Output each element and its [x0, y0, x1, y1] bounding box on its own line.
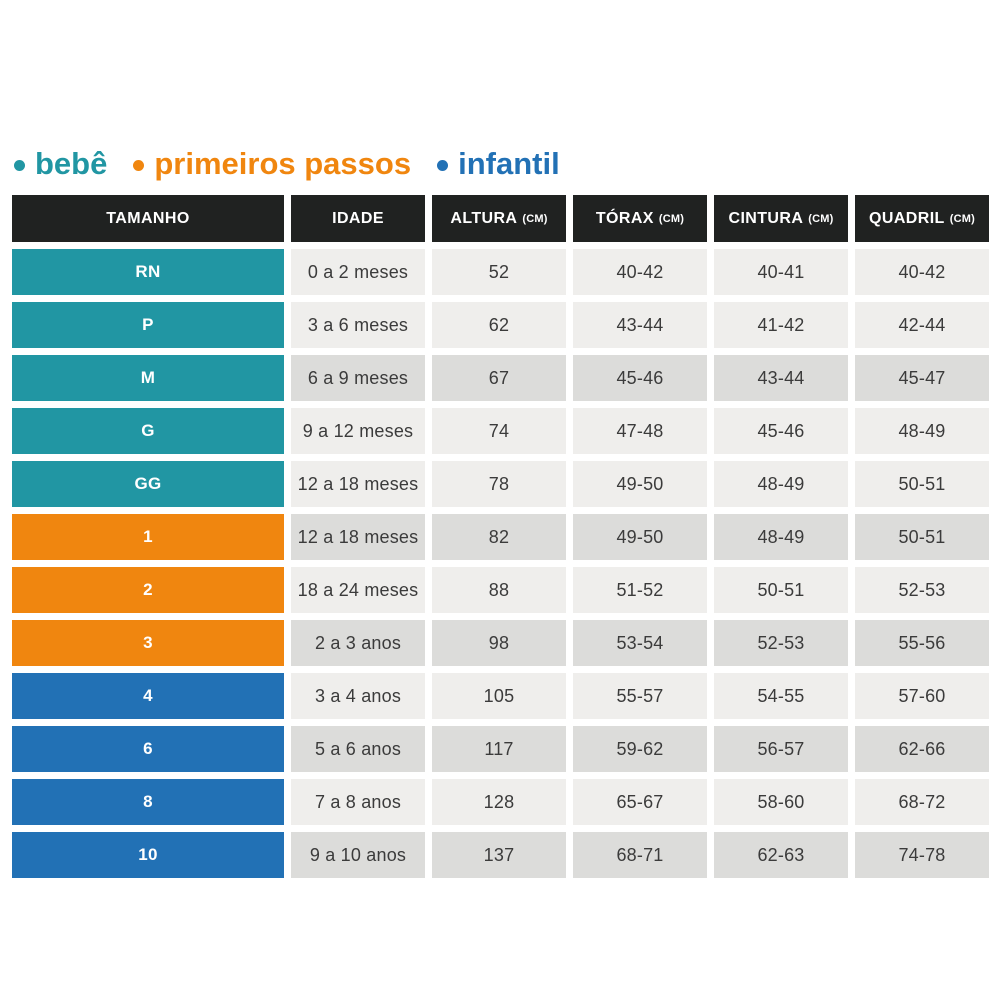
data-cell-cintura: 50-51 [714, 567, 848, 613]
data-cell-torax: 43-44 [573, 302, 707, 348]
data-cell-cintura: 52-53 [714, 620, 848, 666]
data-cell-altura: 105 [432, 673, 566, 719]
data-cell-quadril: 52-53 [855, 567, 989, 613]
data-cell-quadril: 74-78 [855, 832, 989, 878]
size-cell-4: 4 [12, 673, 284, 719]
data-cell-quadril: 55-56 [855, 620, 989, 666]
legend-item-infantil: infantil [437, 148, 560, 179]
data-cell-altura: 128 [432, 779, 566, 825]
size-cell-P: P [12, 302, 284, 348]
data-cell-quadril: 68-72 [855, 779, 989, 825]
data-cell-altura: 117 [432, 726, 566, 772]
data-cell-torax: 45-46 [573, 355, 707, 401]
data-cell-quadril: 48-49 [855, 408, 989, 454]
data-cell-altura: 52 [432, 249, 566, 295]
legend-bullet-icon [437, 160, 449, 171]
size-cell-3: 3 [12, 620, 284, 666]
size-cell-8: 8 [12, 779, 284, 825]
data-cell-altura: 67 [432, 355, 566, 401]
data-cell-idade: 7 a 8 anos [291, 779, 425, 825]
data-cell-torax: 55-57 [573, 673, 707, 719]
column-header-label: TAMANHO [106, 209, 190, 227]
column-header-unit: (CM) [522, 212, 548, 225]
size-cell-2: 2 [12, 567, 284, 613]
size-cell-M: M [12, 355, 284, 401]
column-header-unit: (CM) [658, 212, 685, 225]
column-header-torax: TÓRAX (CM) [573, 195, 707, 242]
data-cell-cintura: 48-49 [714, 514, 848, 560]
data-cell-idade: 9 a 10 anos [291, 832, 425, 878]
column-header-unit: (CM) [808, 212, 834, 225]
column-header-idade: IDADE [291, 195, 425, 242]
data-cell-idade: 9 a 12 meses [291, 408, 425, 454]
legend-item-label: bebê [35, 146, 108, 181]
column-header-label: QUADRIL [869, 209, 945, 227]
column-header-unit: (CM) [949, 212, 975, 225]
data-cell-cintura: 48-49 [714, 461, 848, 507]
column-header-tamanho: TAMANHO [12, 195, 284, 242]
data-cell-torax: 51-52 [573, 567, 707, 613]
legend-item-label: infantil [458, 146, 560, 181]
data-cell-quadril: 50-51 [855, 461, 989, 507]
data-cell-idade: 3 a 4 anos [291, 673, 425, 719]
data-cell-torax: 68-71 [573, 832, 707, 878]
data-cell-cintura: 56-57 [714, 726, 848, 772]
data-cell-quadril: 45-47 [855, 355, 989, 401]
legend-bullet-icon [14, 160, 25, 171]
data-cell-quadril: 42-44 [855, 302, 989, 348]
data-cell-cintura: 41-42 [714, 302, 848, 348]
legend: bebê primeiros passos infantil [14, 148, 560, 179]
data-cell-altura: 137 [432, 832, 566, 878]
data-cell-idade: 12 a 18 meses [291, 514, 425, 560]
data-cell-idade: 0 a 2 meses [291, 249, 425, 295]
size-cell-6: 6 [12, 726, 284, 772]
data-cell-quadril: 40-42 [855, 249, 989, 295]
size-cell-GG: GG [12, 461, 284, 507]
data-cell-idade: 18 a 24 meses [291, 567, 425, 613]
data-cell-torax: 53-54 [573, 620, 707, 666]
size-cell-1: 1 [12, 514, 284, 560]
data-cell-torax: 40-42 [573, 249, 707, 295]
data-cell-altura: 78 [432, 461, 566, 507]
column-header-label: TÓRAX [595, 209, 654, 227]
legend-item-label: primeiros passos [154, 146, 412, 181]
data-cell-torax: 47-48 [573, 408, 707, 454]
legend-bullet-icon [133, 160, 145, 171]
column-header-label: ALTURA [450, 209, 518, 227]
data-cell-idade: 12 a 18 meses [291, 461, 425, 507]
data-cell-quadril: 62-66 [855, 726, 989, 772]
data-cell-idade: 3 a 6 meses [291, 302, 425, 348]
data-cell-cintura: 62-63 [714, 832, 848, 878]
legend-item-primeiros-passos: primeiros passos [133, 148, 411, 179]
data-cell-idade: 5 a 6 anos [291, 726, 425, 772]
data-cell-cintura: 40-41 [714, 249, 848, 295]
data-cell-idade: 6 a 9 meses [291, 355, 425, 401]
data-cell-cintura: 58-60 [714, 779, 848, 825]
column-header-altura: ALTURA (CM) [432, 195, 566, 242]
data-cell-quadril: 50-51 [855, 514, 989, 560]
data-cell-altura: 62 [432, 302, 566, 348]
data-cell-quadril: 57-60 [855, 673, 989, 719]
size-cell-G: G [12, 408, 284, 454]
size-cell-10: 10 [12, 832, 284, 878]
data-cell-idade: 2 a 3 anos [291, 620, 425, 666]
column-header-quadril: QUADRIL (CM) [855, 195, 989, 242]
legend-item-bebe: bebê [14, 148, 107, 179]
column-header-cintura: CINTURA (CM) [714, 195, 848, 242]
data-cell-torax: 59-62 [573, 726, 707, 772]
data-cell-altura: 82 [432, 514, 566, 560]
data-cell-altura: 88 [432, 567, 566, 613]
column-header-label: IDADE [332, 209, 384, 227]
data-cell-torax: 65-67 [573, 779, 707, 825]
column-header-label: CINTURA [728, 209, 804, 227]
data-cell-cintura: 43-44 [714, 355, 848, 401]
data-cell-cintura: 54-55 [714, 673, 848, 719]
data-cell-cintura: 45-46 [714, 408, 848, 454]
size-table: TAMANHO IDADE ALTURA (CM) TÓRAX (CM) CINTURA (C… [12, 195, 989, 878]
data-cell-torax: 49-50 [573, 514, 707, 560]
data-cell-torax: 49-50 [573, 461, 707, 507]
size-cell-RN: RN [12, 249, 284, 295]
data-cell-altura: 74 [432, 408, 566, 454]
data-cell-altura: 98 [432, 620, 566, 666]
